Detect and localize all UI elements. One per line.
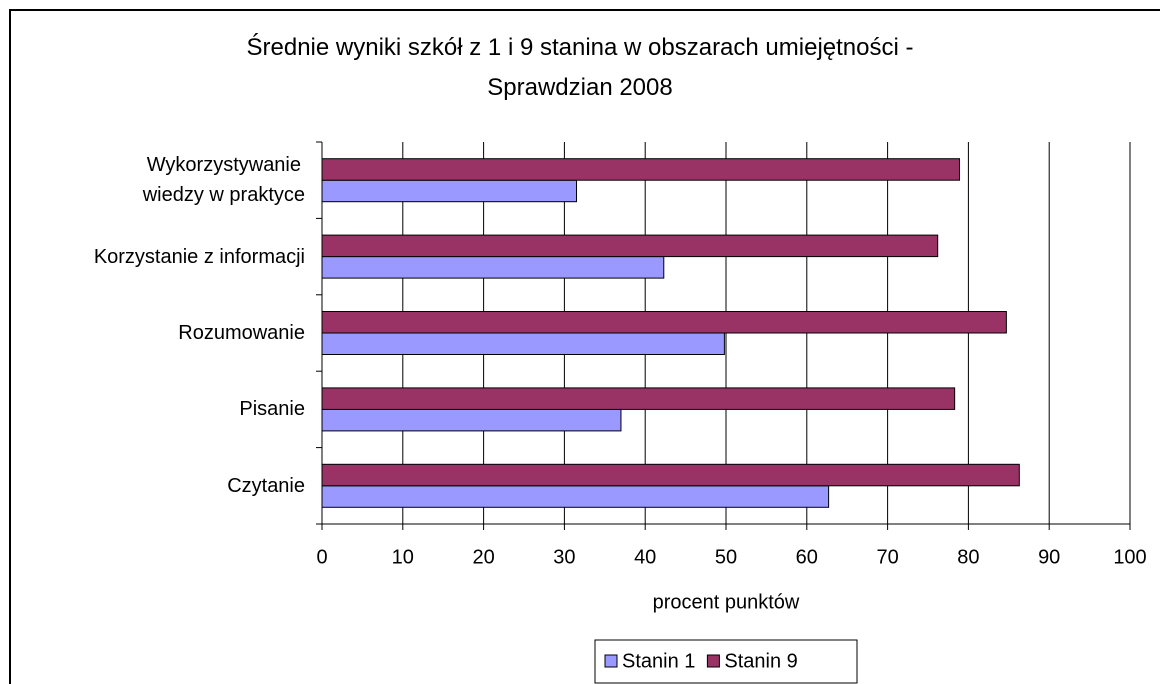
bar	[321, 463, 1020, 487]
chart-border	[9, 9, 1160, 684]
bar	[321, 158, 961, 181]
x-tick-label: 10	[392, 546, 414, 568]
x-tick-label: 50	[715, 546, 737, 568]
chart-title: Średnie wyniki szkół z 1 i 9 stanina w o…	[246, 34, 914, 101]
x-axis-title: procent punktów	[653, 591, 800, 613]
bar	[321, 485, 830, 508]
x-tick-label: 40	[634, 546, 656, 568]
x-tick-label: 80	[957, 546, 979, 568]
x-tick-label: 20	[472, 546, 494, 568]
bar	[321, 256, 665, 279]
x-tick-label: 100	[1113, 546, 1146, 568]
x-tick-label: 70	[876, 546, 898, 568]
legend-swatch	[706, 654, 720, 668]
y-tick-label: Wykorzystywanie wiedzy w praktyce	[142, 154, 305, 207]
legend-label: Stanin 1	[622, 650, 695, 672]
bar	[321, 179, 578, 203]
legend-label: Stanin 9	[724, 650, 797, 672]
x-tick-label: 0	[316, 546, 327, 568]
x-tick-label: 30	[553, 546, 575, 568]
x-tick-label: 60	[796, 546, 818, 568]
legend-swatch	[604, 654, 618, 668]
y-tick-label: Korzystanie z informacji	[93, 245, 305, 268]
y-tick-label: Pisanie	[239, 398, 305, 421]
legend-box	[594, 639, 858, 684]
bar	[321, 387, 956, 410]
legend: Stanin 1 Stanin 9	[594, 639, 858, 684]
y-tick-label: Rozumowanie	[178, 321, 305, 344]
bar	[321, 311, 1007, 334]
bar	[321, 234, 939, 258]
y-tick-label: Czytanie	[227, 474, 305, 497]
bar	[321, 408, 622, 432]
x-tick-label: 90	[1038, 546, 1060, 568]
bar	[321, 332, 725, 355]
